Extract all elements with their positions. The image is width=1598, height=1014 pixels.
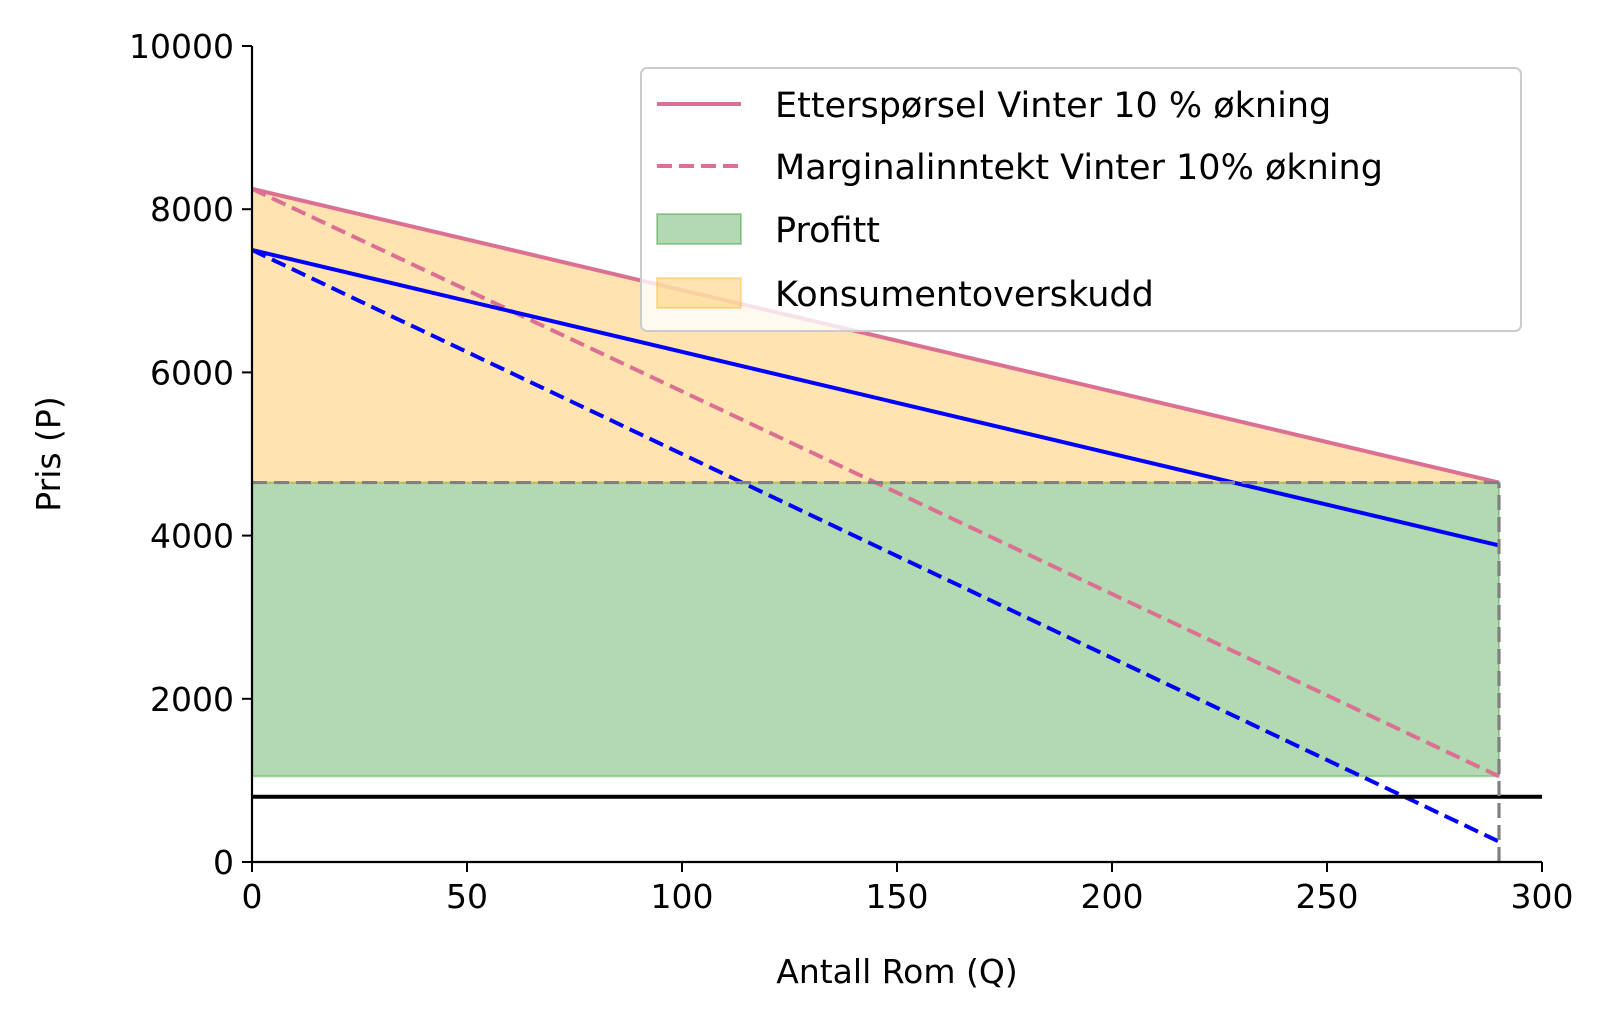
y-tick-label: 4000	[150, 517, 234, 556]
legend-label-consumer-surplus: Konsumentoverskudd	[775, 275, 1154, 315]
legend-swatch-consumer-surplus	[656, 277, 742, 309]
legend: Etterspørsel Vinter 10 % økning Marginal…	[640, 67, 1522, 332]
demand-line-winter	[251, 186, 1500, 485]
x-axis-title: Antall Rom (Q)	[776, 952, 1017, 991]
y-axis-title: Pris (P)	[29, 396, 68, 511]
x-tick-label: 0	[242, 877, 263, 916]
chart-lines	[251, 186, 1542, 862]
legend-label-marginal-revenue: Marginalinntekt Vinter 10% økning	[775, 148, 1383, 188]
x-ticks: 0 50 100 150 200 250 300	[242, 862, 1574, 916]
y-tick-label: 2000	[150, 680, 234, 719]
x-tick-label: 250	[1296, 877, 1359, 916]
y-ticks: 0 2000 4000 6000 8000 10000	[129, 27, 252, 882]
legend-swatch-profit	[656, 213, 742, 245]
legend-label-demand: Etterspørsel Vinter 10 % økning	[775, 86, 1331, 126]
profit-area	[251, 481, 1500, 778]
y-tick-label: 8000	[150, 190, 234, 229]
x-tick-label: 50	[446, 877, 488, 916]
legend-frame	[640, 67, 1522, 332]
marginal-revenue-line	[251, 248, 1500, 844]
demand-line	[251, 248, 1500, 548]
x-tick-label: 100	[651, 877, 714, 916]
x-tick-label: 200	[1081, 877, 1144, 916]
y-tick-label: 6000	[150, 353, 234, 392]
x-tick-label: 150	[866, 877, 929, 916]
y-tick-label: 0	[213, 843, 234, 882]
x-tick-label: 300	[1511, 877, 1574, 916]
legend-label-profit: Profitt	[775, 211, 880, 251]
y-tick-label: 10000	[129, 27, 234, 66]
